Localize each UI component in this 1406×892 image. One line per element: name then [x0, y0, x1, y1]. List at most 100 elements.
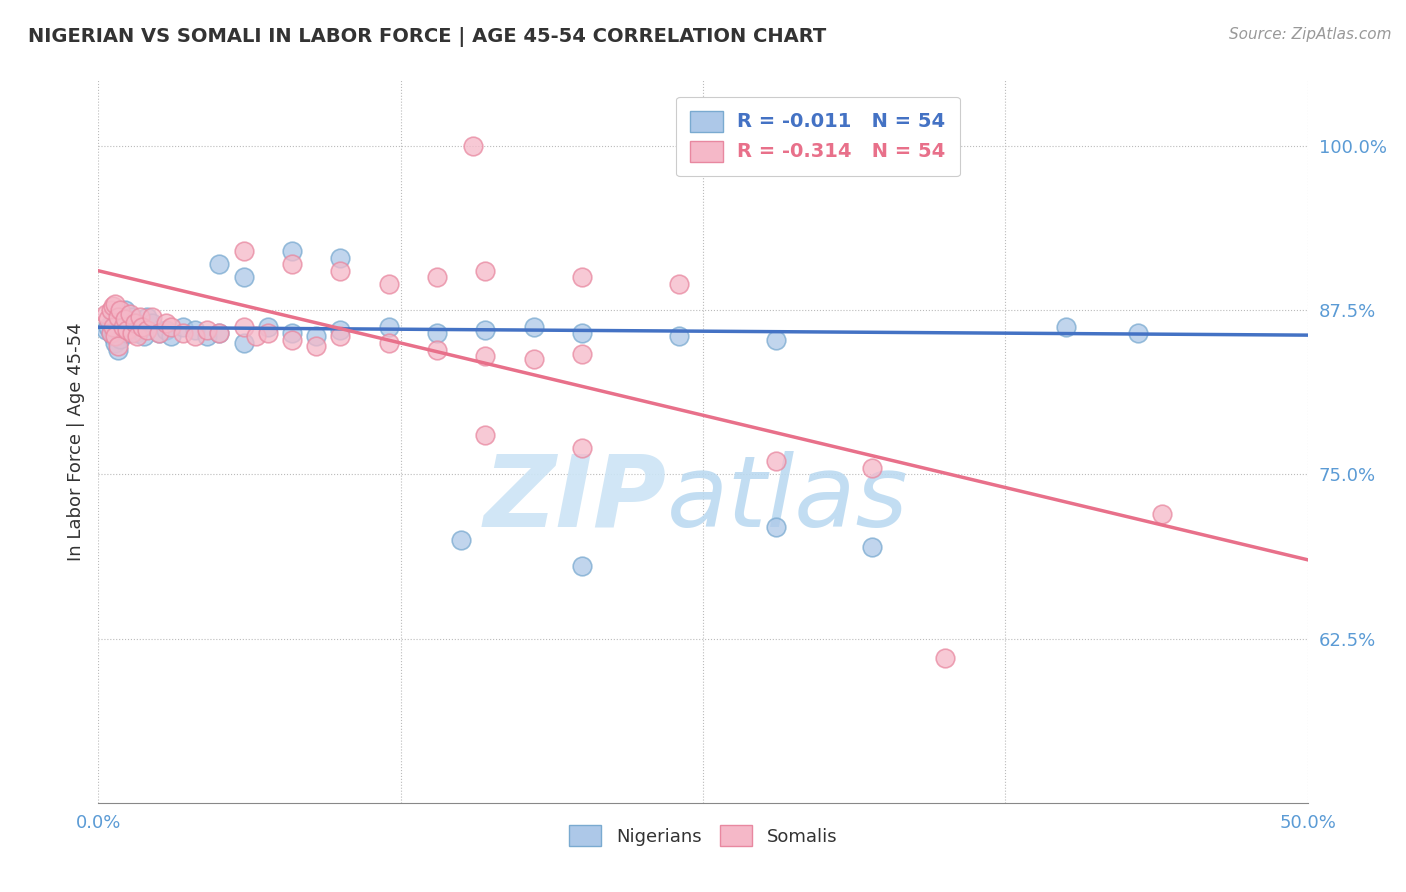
Point: [765, 520, 787, 534]
Point: [172, 320, 194, 334]
Point: [232, 244, 254, 258]
Point: [117, 323, 139, 337]
Point: [135, 310, 157, 324]
Point: [305, 329, 328, 343]
Point: [114, 312, 136, 326]
Point: [523, 320, 546, 334]
Point: [131, 320, 153, 334]
Point: [208, 326, 231, 340]
Point: [107, 343, 129, 357]
Point: [860, 460, 883, 475]
Point: [232, 336, 254, 351]
Point: [118, 320, 141, 334]
Point: [184, 329, 207, 343]
Point: [897, 139, 920, 153]
Point: [127, 329, 149, 343]
Point: [104, 296, 127, 310]
Point: [184, 323, 207, 337]
Point: [124, 316, 146, 330]
Point: [135, 323, 157, 337]
Point: [716, 139, 738, 153]
Point: [668, 277, 690, 291]
Point: [571, 326, 593, 340]
Point: [134, 329, 156, 343]
Point: [281, 257, 304, 271]
Point: [114, 303, 136, 318]
Text: ZIP: ZIP: [484, 450, 666, 548]
Point: [155, 323, 177, 337]
Point: [256, 326, 278, 340]
Point: [111, 323, 134, 337]
Text: atlas: atlas: [666, 450, 908, 548]
Point: [100, 326, 122, 340]
Point: [141, 316, 163, 330]
Point: [1152, 507, 1174, 521]
Point: [104, 312, 127, 326]
Point: [97, 312, 120, 326]
Point: [127, 326, 149, 340]
Point: [148, 326, 170, 340]
Point: [245, 329, 267, 343]
Point: [101, 310, 124, 324]
Point: [765, 334, 787, 348]
Point: [141, 310, 163, 324]
Point: [281, 334, 304, 348]
Point: [305, 338, 328, 352]
Point: [121, 310, 143, 324]
Point: [474, 428, 496, 442]
Point: [118, 307, 141, 321]
Point: [232, 270, 254, 285]
Point: [160, 320, 183, 334]
Point: [100, 326, 122, 340]
Point: [107, 310, 129, 324]
Point: [101, 299, 124, 313]
Point: [208, 257, 231, 271]
Point: [426, 270, 449, 285]
Legend: Nigerians, Somalis: Nigerians, Somalis: [560, 816, 846, 855]
Point: [474, 349, 496, 363]
Point: [571, 559, 593, 574]
Point: [111, 310, 134, 324]
Point: [523, 351, 546, 366]
Y-axis label: In Labor Force | Age 45-54: In Labor Force | Age 45-54: [66, 322, 84, 561]
Point: [256, 320, 278, 334]
Point: [474, 323, 496, 337]
Point: [124, 316, 146, 330]
Point: [131, 320, 153, 334]
Point: [281, 326, 304, 340]
Point: [101, 329, 124, 343]
Point: [668, 329, 690, 343]
Point: [571, 441, 593, 455]
Point: [160, 329, 183, 343]
Point: [195, 329, 218, 343]
Point: [111, 320, 134, 334]
Point: [765, 454, 787, 468]
Point: [107, 338, 129, 352]
Text: NIGERIAN VS SOMALI IN LABOR FORCE | AGE 45-54 CORRELATION CHART: NIGERIAN VS SOMALI IN LABOR FORCE | AGE …: [28, 27, 827, 46]
Point: [426, 343, 449, 357]
Point: [377, 336, 399, 351]
Point: [1054, 320, 1077, 334]
Point: [172, 326, 194, 340]
Point: [571, 346, 593, 360]
Point: [377, 277, 399, 291]
Point: [281, 244, 304, 258]
Point: [128, 323, 150, 337]
Point: [100, 318, 122, 332]
Point: [94, 323, 117, 337]
Point: [232, 320, 254, 334]
Point: [1128, 326, 1150, 340]
Point: [910, 139, 932, 153]
Point: [104, 329, 127, 343]
Text: Source: ZipAtlas.com: Source: ZipAtlas.com: [1229, 27, 1392, 42]
Point: [474, 264, 496, 278]
Point: [101, 320, 124, 334]
Point: [97, 320, 120, 334]
Point: [195, 323, 218, 337]
Point: [329, 323, 352, 337]
Point: [329, 329, 352, 343]
Point: [128, 310, 150, 324]
Point: [108, 303, 131, 318]
Point: [104, 336, 127, 351]
Point: [108, 316, 131, 330]
